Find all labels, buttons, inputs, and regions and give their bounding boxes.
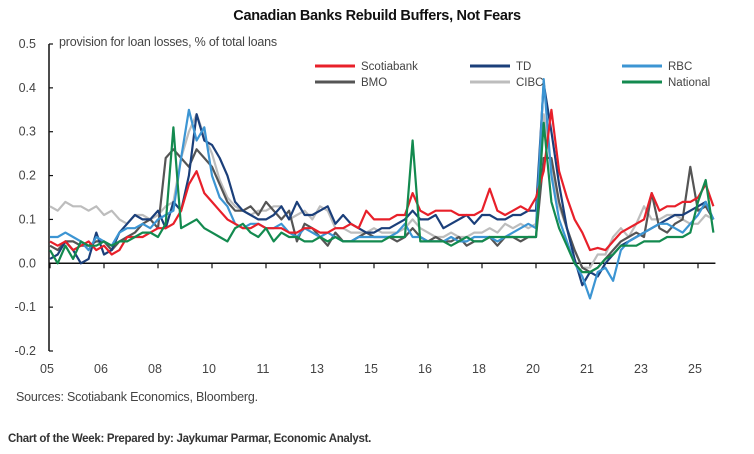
x-tick-label: 13 — [310, 362, 324, 376]
series-line-cibc — [49, 113, 714, 269]
x-tick-label: 25 — [688, 362, 702, 376]
y-tick-label: 0.0 — [19, 256, 36, 270]
series-line-national — [49, 121, 715, 274]
y-tick-label: -0.1 — [14, 300, 36, 314]
chart-title: Canadian Banks Rebuild Buffers, Not Fear… — [233, 8, 521, 24]
series-line-rbc — [50, 78, 715, 300]
y-tick-label: 0.4 — [19, 81, 36, 95]
legend-swatch-national — [622, 80, 662, 84]
x-tick-label: 10 — [202, 362, 216, 376]
y-tick-label: 0.2 — [19, 169, 36, 183]
x-tick-label: 11 — [257, 362, 270, 376]
legend-label-cibc: CIBC — [516, 77, 543, 89]
legend-label-rbc: RBC — [668, 61, 692, 73]
sources-note: Sources: Scotiabank Economics, Bloomberg… — [16, 390, 258, 404]
x-tick-label: 18 — [472, 362, 486, 376]
series-line-td — [49, 82, 715, 287]
x-tick-label: 15 — [364, 362, 378, 376]
legend-label-td: TD — [516, 61, 531, 73]
footer-credit: Chart of the Week: Prepared by: Jaykumar… — [8, 433, 372, 445]
x-tick-label: 16 — [418, 362, 432, 376]
legend-swatch-scotiabank — [315, 64, 355, 68]
x-tick-label: 23 — [634, 362, 648, 376]
legend-swatch-cibc — [470, 80, 510, 84]
legend-swatch-bmo — [315, 80, 355, 84]
x-tick-label: 21 — [580, 362, 594, 376]
x-tick-label: 08 — [148, 362, 162, 376]
y-tick-label: 0.1 — [19, 212, 36, 226]
y-tick-label: 0.5 — [19, 37, 36, 51]
legend-label-national: National — [668, 77, 710, 89]
legend-swatch-td — [470, 64, 510, 68]
legend-swatch-rbc — [622, 64, 662, 68]
series-line-scotiabank — [49, 108, 715, 256]
y-tick-label: 0.3 — [19, 125, 36, 139]
x-tick-label: 06 — [94, 362, 108, 376]
legend-label-scotiabank: Scotiabank — [361, 61, 418, 73]
legend-label-bmo: BMO — [361, 77, 387, 89]
y-tick-label: -0.2 — [14, 344, 36, 358]
y-axis-label: provision for loan losses, % of total lo… — [59, 35, 277, 49]
x-tick-label: 05 — [40, 362, 54, 376]
x-tick-label: 20 — [526, 362, 540, 376]
